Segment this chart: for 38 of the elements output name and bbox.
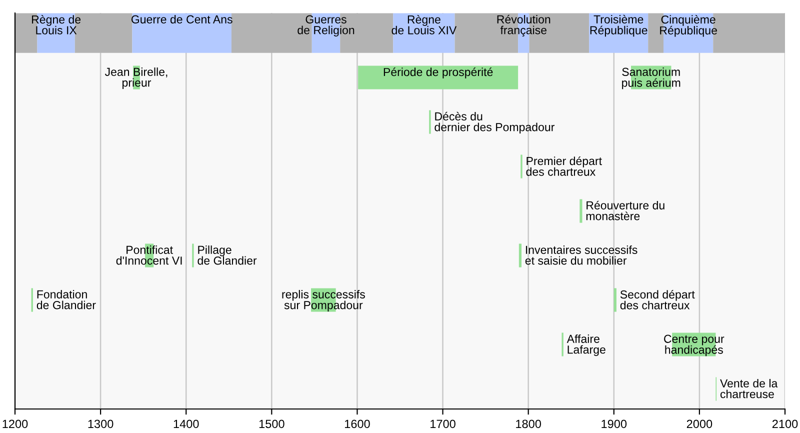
data-label: Second départ des chartreux (620, 290, 695, 310)
data-label: Affaire Lafarge (566, 334, 606, 356)
data-label: Guerres de Religion (298, 15, 354, 36)
data-label: Vente de la chartreuse (720, 378, 778, 398)
data-label: Guerre de Cent Ans (131, 15, 232, 24)
bar (614, 288, 616, 312)
x-tick-label: 1600 (344, 420, 370, 428)
data-label: Décès du dernier des Pompadour (434, 112, 555, 134)
data-label: Règne de Louis XIV (392, 15, 457, 34)
data-label: Troisième République (590, 14, 648, 37)
x-tick-label: 1500 (259, 420, 284, 428)
data-label: Inventaires successifs et saisie du mobilier (525, 245, 638, 265)
data-label: Sanatorium puis aérium (622, 68, 680, 90)
data-label: Révolution française (497, 14, 550, 37)
data-label: Cinquième République (660, 15, 717, 37)
x-tick-label: 1400 (174, 420, 199, 428)
bar (393, 13, 455, 53)
data-label: Pillage de Glandier (198, 245, 257, 265)
x-tick-label: 1200 (2, 420, 28, 428)
x-tick-label: 1800 (516, 420, 542, 428)
x-tick-label: 1700 (430, 420, 456, 428)
bar (132, 13, 232, 53)
data-label: Fondation de Glandier (36, 290, 96, 310)
x-tick-label: 2000 (686, 420, 712, 428)
data-label: Jean Birelle, prieur (104, 68, 168, 89)
data-label: Période de prospérité (384, 68, 493, 78)
data-label: Règne de Louis IX (32, 15, 81, 34)
data-label: replis successifs sur Pompadour (282, 290, 365, 312)
data-label: Centre pour handicapés (664, 334, 724, 356)
data-label: Pontificat d'Innocent VI (116, 245, 182, 265)
data-label: Premier départ des chartreux (526, 156, 602, 176)
bar (518, 244, 522, 268)
x-tick-label: 1900 (602, 420, 627, 428)
data-label: Réouverture du monastère (586, 200, 664, 220)
x-tick-label: 2100 (772, 420, 798, 428)
bar (358, 66, 518, 90)
bar (580, 199, 582, 223)
x-tick-label: 1300 (88, 420, 114, 428)
